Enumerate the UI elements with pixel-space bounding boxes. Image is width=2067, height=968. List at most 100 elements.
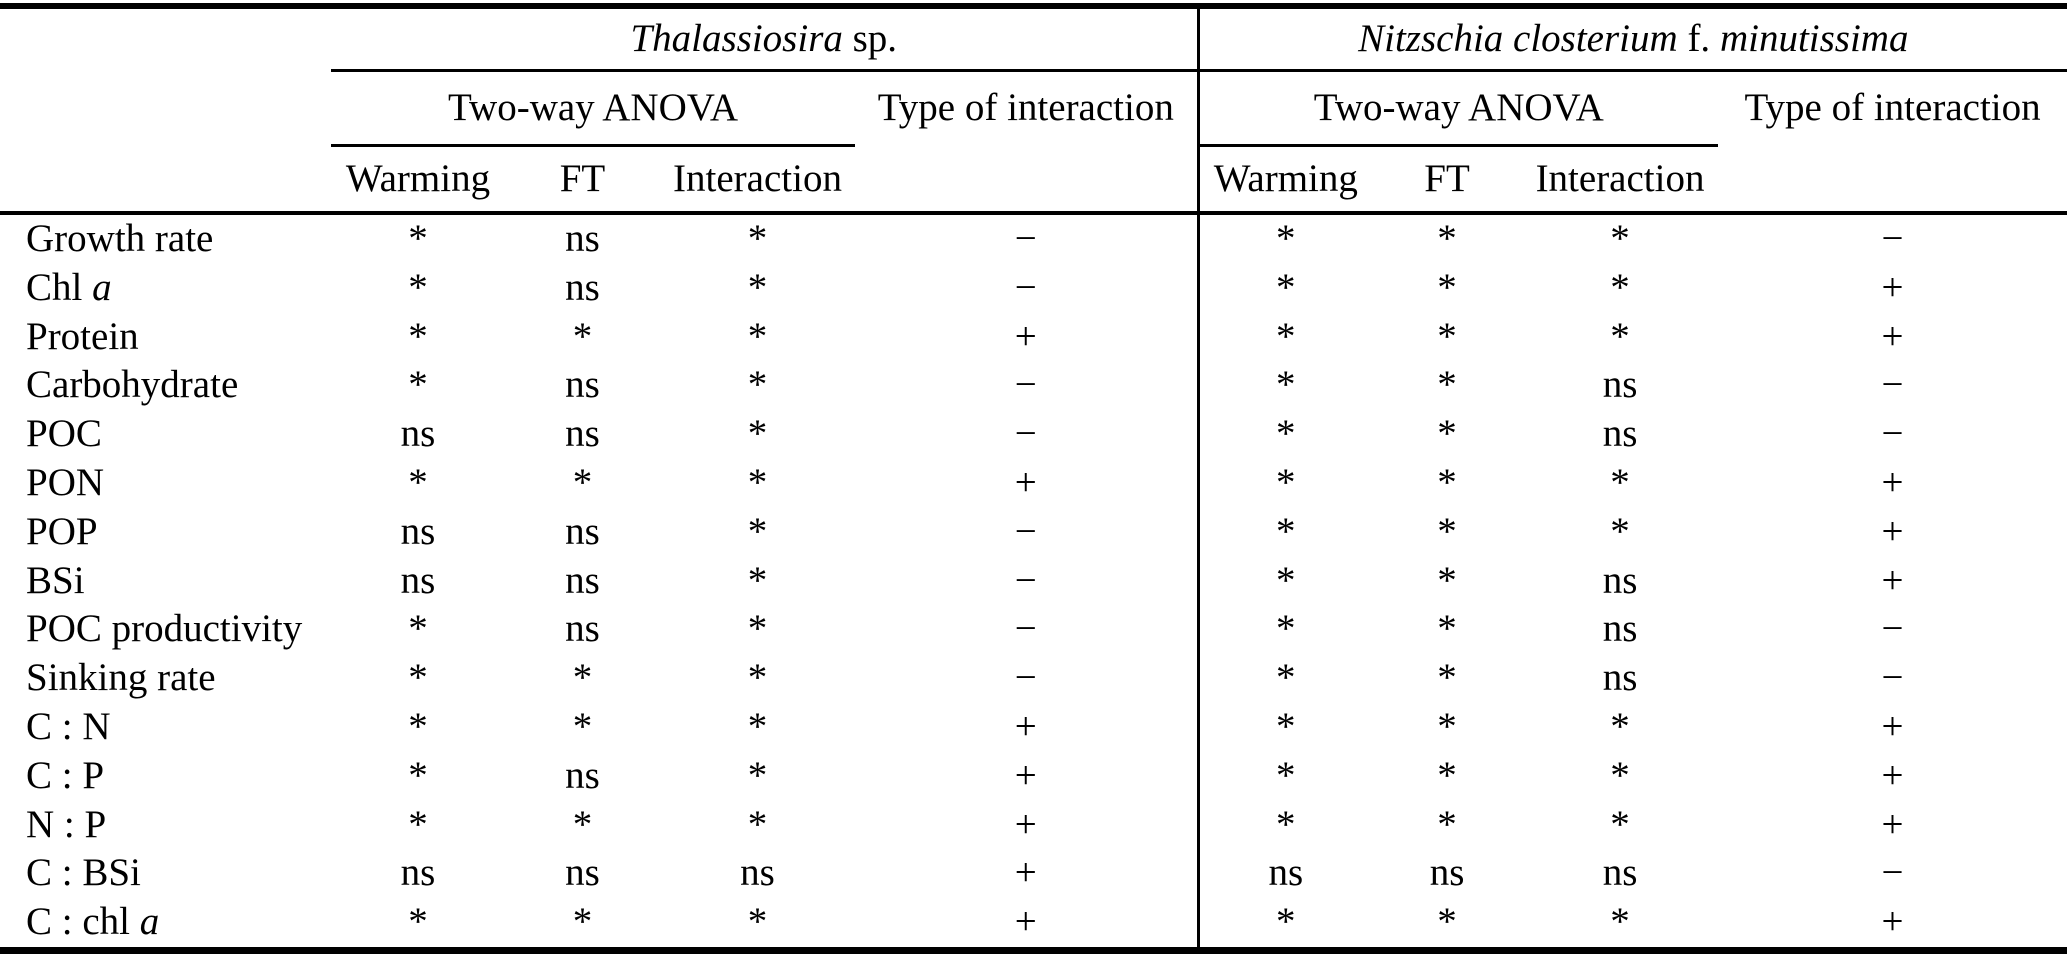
species-header-thalassiosira: Thalassiosira sp. bbox=[331, 6, 1199, 72]
cell-nitzschia-ft: * bbox=[1437, 265, 1457, 309]
cell-thalassiosira-type: − bbox=[1014, 412, 1037, 456]
cell-nitzschia-interaction: * bbox=[1610, 314, 1630, 358]
cell-nitzschia-interaction: * bbox=[1610, 704, 1630, 748]
cell-thalassiosira-interaction: * bbox=[747, 704, 768, 748]
cell-thalassiosira-interaction: * bbox=[747, 265, 768, 309]
cell-nitzschia-warming: * bbox=[1196, 654, 1373, 703]
cell-thalassiosira-ft: * bbox=[572, 704, 593, 748]
row-label: Sinking rate bbox=[0, 654, 331, 703]
cell-thalassiosira-type: + bbox=[1014, 704, 1037, 748]
table-row: Carbohydrate * ns * − * * ns − bbox=[0, 361, 2067, 411]
table-row: Sinking rate * * * − * * ns − bbox=[0, 654, 2067, 703]
empty-cell bbox=[855, 145, 1199, 215]
text: POC bbox=[26, 412, 102, 456]
cell-thalassiosira-interaction: * bbox=[747, 314, 768, 358]
factor-header-row: Warming FT Interaction Warming FT Intera… bbox=[0, 145, 2067, 215]
text: Growth rate bbox=[26, 216, 214, 260]
italic-text: minutissima bbox=[1719, 16, 1909, 60]
cell-nitzschia-ft: * bbox=[1437, 558, 1457, 602]
text: sp. bbox=[842, 16, 898, 60]
cell-nitzschia-ft: * bbox=[1437, 704, 1457, 748]
cell-nitzschia-type: − bbox=[1881, 216, 1904, 260]
table-row: POC productivity * ns * − * * ns − bbox=[0, 605, 2067, 655]
cell-nitzschia-interaction: ns bbox=[1602, 656, 1638, 700]
factor-header-ft-right: FT bbox=[1372, 145, 1523, 215]
cell-thalassiosira-warming: * bbox=[408, 900, 428, 944]
cell-nitzschia-ft: * bbox=[1437, 900, 1457, 944]
row-label: Growth rate bbox=[0, 213, 331, 264]
factor-header-warming-left: Warming bbox=[331, 145, 505, 215]
cell-thalassiosira-interaction: * bbox=[747, 412, 768, 456]
text: C : BSi bbox=[26, 851, 141, 895]
cell-thalassiosira-ft: ns bbox=[565, 753, 600, 797]
cell-thalassiosira-warming: * bbox=[408, 704, 428, 748]
row-label: C : chl a bbox=[0, 898, 331, 950]
cell-thalassiosira-ft: * bbox=[572, 900, 593, 944]
cell-nitzschia-type: + bbox=[1881, 558, 1904, 602]
table-row: C : chl a * * * + * * * + bbox=[0, 898, 2067, 951]
cell-nitzschia-interaction: ns bbox=[1602, 412, 1638, 456]
cell-nitzschia-type: + bbox=[1881, 753, 1904, 797]
italic-text: a bbox=[139, 900, 160, 944]
cell-nitzschia-interaction: ns bbox=[1602, 558, 1638, 602]
cell-nitzschia-warming: * bbox=[1196, 213, 1373, 264]
italic-text: Thalassiosira bbox=[630, 16, 843, 60]
cell-thalassiosira-warming: * bbox=[408, 607, 428, 651]
cell-nitzschia-warming: * bbox=[1196, 410, 1373, 459]
row-label: Carbohydrate bbox=[0, 361, 331, 410]
cell-thalassiosira-interaction: ns bbox=[740, 851, 775, 895]
anova-header-row: Two-way ANOVA Type of interaction Two-wa… bbox=[0, 70, 2067, 147]
cell-nitzschia-type: + bbox=[1881, 802, 1904, 846]
cell-thalassiosira-interaction: * bbox=[747, 216, 768, 260]
text: PON bbox=[26, 460, 105, 504]
row-label: PON bbox=[0, 459, 331, 508]
cell-nitzschia-warming: * bbox=[1196, 605, 1373, 655]
cell-thalassiosira-type: + bbox=[1014, 460, 1037, 504]
row-label: C : P bbox=[0, 752, 331, 801]
empty-cell bbox=[1718, 145, 2067, 215]
row-label: BSi bbox=[0, 557, 331, 606]
table-row: C : N * * * + * * * + bbox=[0, 702, 2067, 752]
cell-nitzschia-interaction: * bbox=[1610, 265, 1630, 309]
text: f. bbox=[1677, 16, 1720, 60]
anova-results-table: Thalassiosira sp. Nitzschia closterium f… bbox=[0, 3, 2067, 954]
cell-thalassiosira-warming: * bbox=[408, 314, 428, 358]
cell-nitzschia-interaction: * bbox=[1610, 900, 1630, 944]
table-row: BSi ns ns * − * * ns + bbox=[0, 556, 2067, 606]
text: Protein bbox=[26, 314, 139, 358]
cell-thalassiosira-warming: ns bbox=[400, 558, 436, 602]
cell-thalassiosira-type: − bbox=[1014, 656, 1037, 700]
cell-nitzschia-type: + bbox=[1881, 900, 1904, 944]
cell-thalassiosira-interaction: * bbox=[747, 656, 768, 700]
cell-nitzschia-ft: * bbox=[1437, 509, 1457, 553]
anova-header-nitzschia: Two-way ANOVA bbox=[1196, 70, 1719, 147]
cell-nitzschia-type: − bbox=[1881, 656, 1904, 700]
cell-thalassiosira-type: − bbox=[1014, 607, 1037, 651]
cell-thalassiosira-type: + bbox=[1014, 753, 1037, 797]
cell-nitzschia-interaction: * bbox=[1610, 509, 1630, 553]
cell-nitzschia-warming: * bbox=[1196, 361, 1373, 411]
cell-nitzschia-warming: * bbox=[1196, 312, 1373, 362]
cell-thalassiosira-warming: * bbox=[408, 802, 428, 846]
row-label: C : BSi bbox=[0, 849, 331, 898]
cell-thalassiosira-interaction: * bbox=[747, 607, 768, 651]
cell-thalassiosira-interaction: * bbox=[747, 558, 768, 602]
cell-thalassiosira-warming: ns bbox=[400, 509, 436, 553]
cell-nitzschia-warming: * bbox=[1196, 800, 1373, 850]
cell-thalassiosira-warming: ns bbox=[400, 851, 436, 895]
cell-nitzschia-type: − bbox=[1881, 412, 1904, 456]
empty-cell bbox=[0, 71, 331, 146]
cell-nitzschia-type: − bbox=[1881, 607, 1904, 651]
cell-thalassiosira-ft: * bbox=[572, 460, 593, 504]
cell-thalassiosira-ft: ns bbox=[565, 412, 600, 456]
cell-thalassiosira-ft: ns bbox=[565, 363, 600, 407]
cell-nitzschia-type: + bbox=[1881, 509, 1904, 553]
type-header-thalassiosira: Type of interaction bbox=[877, 86, 1174, 130]
table-row: Protein * * * + * * * + bbox=[0, 312, 2067, 362]
cell-nitzschia-type: + bbox=[1881, 265, 1904, 309]
cell-nitzschia-ft: * bbox=[1437, 802, 1457, 846]
cell-thalassiosira-ft: ns bbox=[565, 265, 600, 309]
cell-nitzschia-warming: * bbox=[1196, 458, 1373, 508]
cell-nitzschia-type: − bbox=[1881, 363, 1904, 407]
empty-cell bbox=[0, 145, 331, 215]
